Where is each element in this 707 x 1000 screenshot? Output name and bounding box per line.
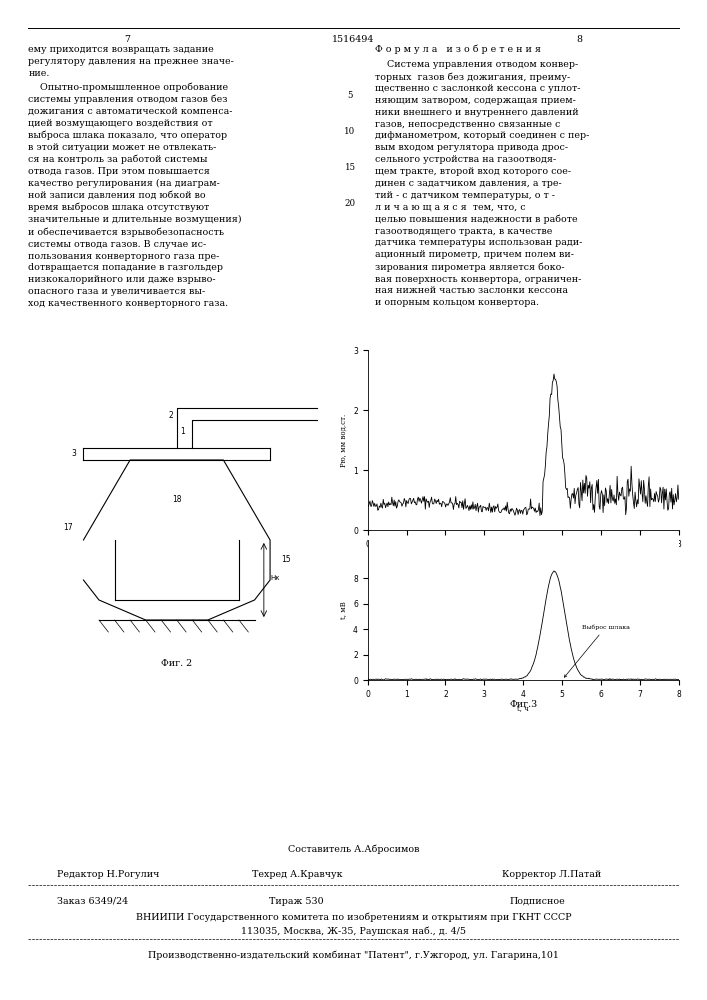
Text: 10: 10 [344, 127, 356, 136]
Text: Система управления отводом конвер-
торных  газов без дожигания, преиму-
щественн: Система управления отводом конвер- торны… [375, 60, 589, 307]
Text: 1: 1 [180, 427, 185, 436]
Text: 7: 7 [124, 35, 130, 44]
Text: 18: 18 [172, 495, 182, 504]
Text: Выброс шлака: Выброс шлака [564, 625, 629, 677]
Text: ему приходится возвращать задание
регулятору давления на прежнее значе-
ние.: ему приходится возвращать задание регуля… [28, 45, 234, 78]
Text: Ф о р м у л а   и з о б р е т е н и я: Ф о р м у л а и з о б р е т е н и я [375, 45, 541, 54]
Text: 8: 8 [577, 35, 583, 44]
Text: Корректор Л.Патай: Корректор Л.Патай [502, 870, 601, 879]
X-axis label: t, ч: t, ч [518, 704, 529, 712]
Text: ВНИИПИ Государственного комитета по изобретениям и открытиям при ГКНТ СССР: ВНИИПИ Государственного комитета по изоб… [136, 912, 571, 922]
Y-axis label: t, мВ: t, мВ [339, 601, 347, 619]
Text: 17: 17 [63, 523, 73, 532]
Y-axis label: Pю, мм вод.ст.: Pю, мм вод.ст. [339, 413, 347, 467]
Text: Фиг. 2: Фиг. 2 [161, 659, 192, 668]
Text: Тираж 530: Тираж 530 [269, 897, 323, 906]
Text: Заказ 6349/24: Заказ 6349/24 [57, 897, 128, 906]
Text: 20: 20 [344, 200, 356, 209]
Text: 5: 5 [347, 92, 353, 101]
Text: Подписное: Подписное [509, 897, 565, 906]
Text: Hк: Hк [270, 575, 279, 581]
Text: 1516494: 1516494 [332, 35, 375, 44]
Text: 15: 15 [281, 555, 291, 564]
Text: Производственно-издательский комбинат "Патент", г.Ужгород, ул. Гагарина,101: Производственно-издательский комбинат "П… [148, 950, 559, 960]
Text: Фиг.3: Фиг.3 [509, 700, 537, 709]
Text: Редактор Н.Рогулич: Редактор Н.Рогулич [57, 870, 159, 879]
Text: 15: 15 [344, 163, 356, 172]
Text: 113035, Москва, Ж-35, Раушская наб., д. 4/5: 113035, Москва, Ж-35, Раушская наб., д. … [241, 927, 466, 936]
Text: Техред А.Кравчук: Техред А.Кравчук [252, 870, 342, 879]
Text: Опытно-промышленное опробование
системы управления отводом газов без
дожигания с: Опытно-промышленное опробование системы … [28, 82, 242, 308]
Text: 3: 3 [71, 449, 76, 458]
Text: 2: 2 [168, 412, 173, 420]
Text: Составитель А.Абросимов: Составитель А.Абросимов [288, 845, 419, 854]
